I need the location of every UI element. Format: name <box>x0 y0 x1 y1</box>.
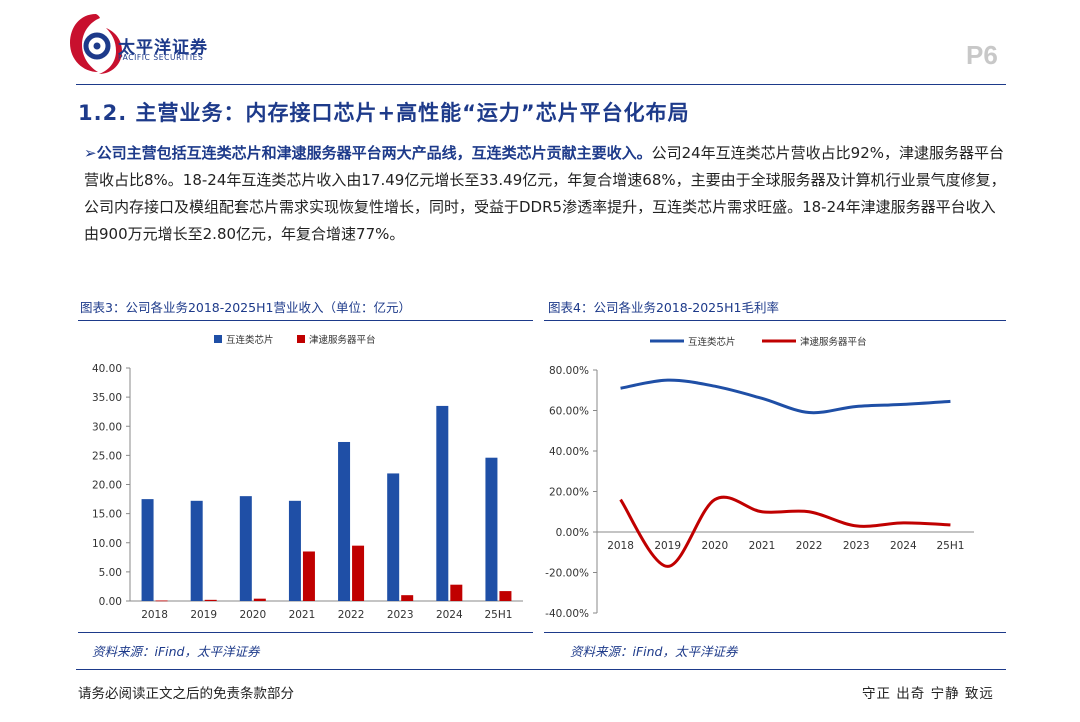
page-number: P6 <box>966 40 998 70</box>
x-tick-label: 2023 <box>843 540 870 552</box>
x-tick-label: 2023 <box>387 609 414 621</box>
y-tick-label: 20.00 <box>92 480 122 492</box>
legend-swatch-red <box>297 335 305 343</box>
figure4-top-rule <box>544 320 1006 321</box>
revenue-bar-chart: 互连类芯片 津逮服务器平台 0.00 5.00 10.00 15.00 20.00 25.… <box>92 334 523 621</box>
legend-swatch-blue <box>214 335 222 343</box>
bar-jintide <box>302 551 315 601</box>
bar-jintide <box>204 599 217 601</box>
figure4-bottom-rule <box>544 632 1006 633</box>
y-tick-label: -40.00% <box>545 608 589 620</box>
figure4-title: 图表4：公司各业务2018-2025H1毛利率 <box>548 300 779 315</box>
x-tick-label: 2021 <box>749 540 776 552</box>
logo-text-en: PACIFIC SECURITIES <box>118 53 204 62</box>
x-tick-label: 2024 <box>890 540 917 552</box>
paragraph-lead: 公司主营包括互连类芯片和津逮服务器平台两大产品线，互连类芯片贡献主要收入。 <box>96 144 652 162</box>
x-tick-label: 25H1 <box>484 609 512 621</box>
bullet-arrow-icon: ➢ <box>84 144 97 162</box>
line-jintide <box>619 495 951 568</box>
legend-label-jintide: 津逮服务器平台 <box>309 334 376 346</box>
bar-interconnect <box>485 457 498 601</box>
line-legend: 互连类芯片 津逮服务器平台 <box>650 336 867 348</box>
x-tick-label: 2019 <box>654 540 681 552</box>
bar-jintide <box>401 595 414 601</box>
y-tick-label: 60.00% <box>549 406 589 418</box>
bar-jintide <box>352 545 365 601</box>
bar-legend: 互连类芯片 津逮服务器平台 <box>214 334 376 346</box>
gross-margin-line-chart: 互连类芯片 津逮服务器平台 -40.00% -20.00% 0.00% 20.00% 4… <box>545 336 974 620</box>
footer-disclaimer: 请务必阅读正文之后的免责条款部分 <box>78 686 294 702</box>
bar-jintide <box>155 600 168 602</box>
figure3-bottom-rule <box>78 632 533 633</box>
x-tick-label: 2022 <box>338 609 365 621</box>
bar-jintide <box>499 591 512 601</box>
y-tick-label: 40.00 <box>92 363 122 375</box>
bar-jintide <box>253 598 266 601</box>
footer-divider <box>76 669 1006 670</box>
figure4-source: 资料来源：iFind，太平洋证券 <box>570 644 738 659</box>
bar-interconnect <box>387 473 400 601</box>
line-interconnect <box>620 378 951 415</box>
y-tick-label: 35.00 <box>92 392 122 404</box>
x-tick-label: 25H1 <box>936 540 964 552</box>
legend-label-jintide: 津逮服务器平台 <box>800 336 867 348</box>
x-tick-label: 2018 <box>607 540 634 552</box>
x-tick-label: 2022 <box>796 540 823 552</box>
bar-interconnect <box>436 405 449 601</box>
figure3-top-rule <box>78 320 533 321</box>
y-tick-label: -20.00% <box>545 568 589 580</box>
y-tick-label: 20.00% <box>549 487 589 499</box>
y-tick-label: 30.00 <box>92 421 122 433</box>
y-tick-label: 25.00 <box>92 450 122 462</box>
bar-jintide <box>450 584 463 601</box>
y-tick-label: 40.00% <box>549 446 589 458</box>
legend-label-interconnect: 互连类芯片 <box>688 336 736 348</box>
y-tick-label: 5.00 <box>99 567 122 579</box>
y-tick-label: 10.00 <box>92 538 122 550</box>
paragraph-body: 公司24年互连类芯片营收占比92%，津逮服务器平台营收占比8%。18-24年互连… <box>84 144 1006 243</box>
footer-motto: 守正 出奇 宁静 致远 <box>862 686 994 702</box>
header-divider <box>76 84 1006 85</box>
x-tick-label: 2021 <box>289 609 316 621</box>
x-tick-label: 2024 <box>436 609 463 621</box>
bar-interconnect <box>338 441 351 601</box>
legend-label-interconnect: 互连类芯片 <box>226 334 274 346</box>
logo-emblem-icon <box>70 14 122 74</box>
bar-interconnect <box>239 496 252 601</box>
bar-interconnect <box>288 500 301 601</box>
figure3-source: 资料来源：iFind，太平洋证券 <box>92 644 260 659</box>
x-tick-label: 2020 <box>239 609 266 621</box>
company-logo <box>66 10 226 80</box>
bar-interconnect <box>141 499 154 601</box>
summary-paragraph: ➢公司主营包括互连类芯片和津逮服务器平台两大产品线，互连类芯片贡献主要收入。公司… <box>84 140 1009 248</box>
section-title: 1.2. 主营业务：内存接口芯片+高性能“运力”芯片平台化布局 <box>78 101 690 125</box>
x-tick-label: 2018 <box>141 609 168 621</box>
y-tick-label: 0.00 <box>99 596 122 608</box>
figure3-title: 图表3：公司各业务2018-2025H1营业收入（单位：亿元） <box>80 300 411 315</box>
x-tick-label: 2019 <box>190 609 217 621</box>
x-tick-label: 2020 <box>701 540 728 552</box>
y-tick-label: 15.00 <box>92 509 122 521</box>
logo-text-cn: 太平洋证券 <box>118 38 208 58</box>
y-tick-label: 0.00% <box>556 527 589 539</box>
bar-interconnect <box>190 500 203 601</box>
y-tick-label: 80.00% <box>549 365 589 377</box>
